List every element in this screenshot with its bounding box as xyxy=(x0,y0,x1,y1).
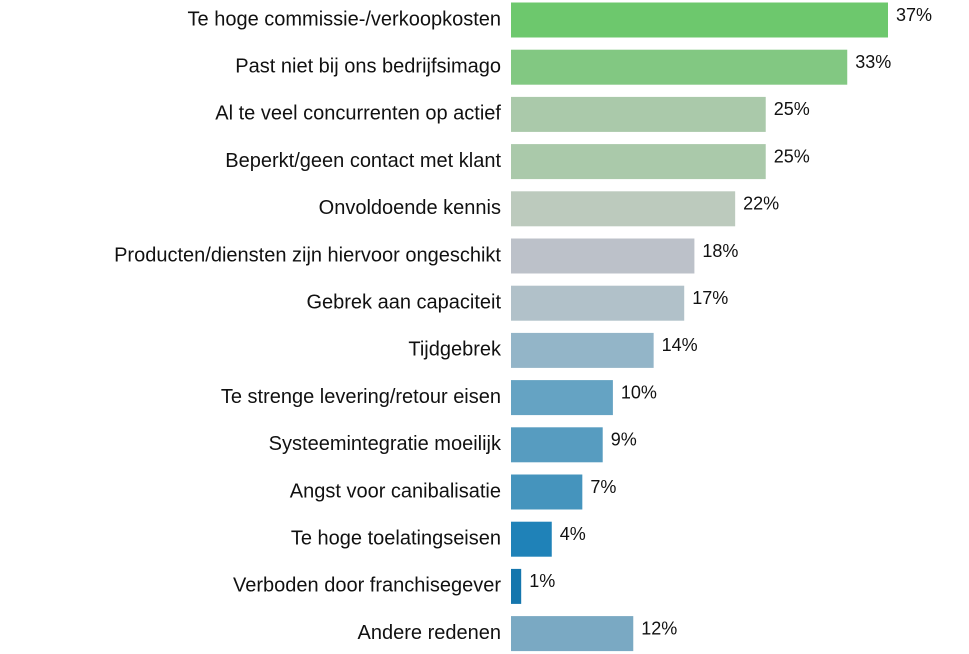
category-label: Gebrek aan capaciteit xyxy=(306,291,501,313)
bar xyxy=(511,238,695,274)
category-label: Al te veel concurrenten op actief xyxy=(215,103,501,125)
value-label: 7% xyxy=(590,477,616,497)
category-label: Te hoge toelatingseisen xyxy=(291,527,501,549)
bar xyxy=(511,521,552,557)
bar xyxy=(511,568,522,604)
bar xyxy=(511,49,848,85)
category-label: Past niet bij ons bedrijfsimago xyxy=(235,55,501,77)
category-label: Angst voor canibalisatie xyxy=(290,480,501,502)
value-label: 25% xyxy=(774,146,810,166)
value-label: 10% xyxy=(621,382,657,402)
value-label: 4% xyxy=(560,524,586,544)
category-label: Andere redenen xyxy=(358,622,501,644)
category-label: Verboden door franchisegever xyxy=(233,575,501,597)
bar xyxy=(511,427,603,463)
value-label: 33% xyxy=(855,52,891,72)
bar xyxy=(511,144,766,180)
value-label: 17% xyxy=(692,288,728,308)
value-label: 12% xyxy=(641,618,677,638)
category-label: Beperkt/geen contact met klant xyxy=(225,150,501,172)
value-label: 9% xyxy=(611,430,637,450)
category-label: Te strenge levering/retour eisen xyxy=(221,386,501,408)
bar xyxy=(511,2,888,38)
category-label: Systeemintegratie moeilijk xyxy=(269,433,502,455)
bar xyxy=(511,332,654,368)
bar xyxy=(511,380,613,416)
category-label: Tijdgebrek xyxy=(408,339,502,361)
category-label: Te hoge commissie-/verkoopkosten xyxy=(188,8,501,30)
category-label: Producten/diensten zijn hiervoor ongesch… xyxy=(114,244,501,266)
value-label: 25% xyxy=(774,99,810,119)
bar xyxy=(511,96,766,132)
bar xyxy=(511,616,634,652)
bar xyxy=(511,474,583,510)
value-label: 14% xyxy=(662,335,698,355)
bar xyxy=(511,285,685,321)
bar xyxy=(511,191,736,227)
value-label: 18% xyxy=(702,241,738,261)
value-label: 22% xyxy=(743,194,779,214)
value-label: 1% xyxy=(529,571,555,591)
category-label: Onvoldoende kennis xyxy=(319,197,501,219)
value-label: 37% xyxy=(896,5,932,25)
